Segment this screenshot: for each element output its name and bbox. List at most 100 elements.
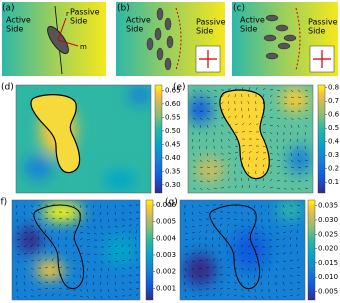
panel-label: (e) — [173, 83, 186, 93]
arrow — [23, 288, 26, 292]
arrow — [283, 159, 287, 162]
map-frame — [179, 199, 306, 301]
arrow — [114, 245, 118, 248]
arrow — [267, 281, 270, 285]
arrow — [289, 237, 292, 241]
arrow — [296, 251, 298, 255]
arrow — [135, 237, 137, 241]
colorbar-tick-label: 0.6 — [328, 111, 340, 119]
arrow — [275, 245, 279, 248]
colorbar-tick-label: 0.4 — [328, 138, 340, 146]
arrow — [128, 224, 132, 227]
arrow — [198, 274, 202, 278]
arrow — [65, 251, 68, 255]
arrow — [296, 274, 300, 276]
arrow — [212, 217, 216, 220]
arrow — [184, 260, 188, 263]
arrow — [128, 230, 131, 234]
arrow — [30, 274, 34, 278]
arrow — [198, 288, 202, 291]
arrow — [269, 89, 273, 91]
arrow — [100, 253, 104, 256]
colorbar-tick-label: 0.001 — [156, 284, 176, 292]
arrow — [198, 211, 202, 215]
arrow — [241, 185, 244, 189]
arrow — [114, 225, 118, 228]
arrow — [262, 164, 265, 168]
arrow — [289, 204, 293, 207]
arrow — [240, 218, 244, 222]
arrow — [199, 96, 203, 98]
arrow — [296, 224, 300, 227]
arrow — [255, 87, 258, 91]
arrow — [240, 281, 243, 285]
arrow — [240, 244, 243, 248]
arrow — [211, 237, 214, 241]
arrow — [93, 295, 96, 299]
arrow — [213, 159, 217, 162]
active-label: Active — [126, 16, 151, 25]
arrow — [213, 180, 217, 182]
arrow — [58, 237, 60, 241]
arrow — [58, 293, 62, 297]
arrow — [269, 186, 273, 189]
arrow — [275, 288, 278, 292]
arrow — [184, 295, 188, 299]
arrow — [37, 251, 40, 255]
arrow — [260, 211, 263, 215]
arrow — [128, 211, 132, 214]
arrow — [128, 204, 132, 207]
arrow — [79, 260, 83, 262]
arrow — [282, 204, 285, 208]
arrow — [58, 218, 62, 220]
arrow — [247, 267, 250, 271]
arrow — [269, 101, 272, 105]
colorbar-tick-label: 0.020 — [318, 245, 338, 253]
arrow — [269, 171, 272, 175]
arrow — [275, 238, 279, 241]
arrow — [198, 218, 202, 221]
arrow — [248, 178, 250, 182]
arrow — [297, 117, 301, 120]
arrow — [121, 274, 125, 278]
arrow — [199, 89, 203, 93]
heatmap-f — [12, 200, 140, 300]
arrow — [192, 138, 194, 142]
arrow — [121, 231, 125, 234]
arrow — [296, 258, 300, 262]
arrow — [51, 293, 54, 297]
arrow — [234, 87, 237, 91]
arrow — [233, 218, 237, 220]
arrow — [107, 246, 111, 248]
arrow — [247, 171, 250, 175]
arrow — [240, 171, 243, 175]
arrow — [233, 230, 236, 234]
arrow — [261, 232, 265, 235]
arrow — [290, 145, 292, 149]
arrow — [37, 294, 41, 297]
arrow — [296, 267, 300, 269]
arrow — [227, 108, 230, 112]
arrow — [30, 288, 34, 291]
arrow — [191, 225, 195, 228]
arrow — [267, 211, 270, 215]
arrow — [269, 145, 273, 149]
arrow — [135, 266, 139, 269]
arrow — [191, 204, 194, 208]
arrow — [79, 225, 83, 228]
arrow — [283, 124, 286, 128]
active-label: Side — [126, 25, 143, 34]
arrow — [205, 230, 208, 234]
arrow — [304, 131, 306, 135]
arrow — [199, 131, 201, 135]
arrow — [191, 238, 195, 241]
arrow — [289, 244, 292, 248]
arrow — [220, 152, 224, 155]
arrow — [86, 246, 90, 248]
arrow — [240, 252, 244, 255]
arrow — [100, 260, 104, 264]
arrow — [79, 245, 83, 248]
arrow — [79, 204, 82, 208]
arrow — [241, 131, 245, 133]
